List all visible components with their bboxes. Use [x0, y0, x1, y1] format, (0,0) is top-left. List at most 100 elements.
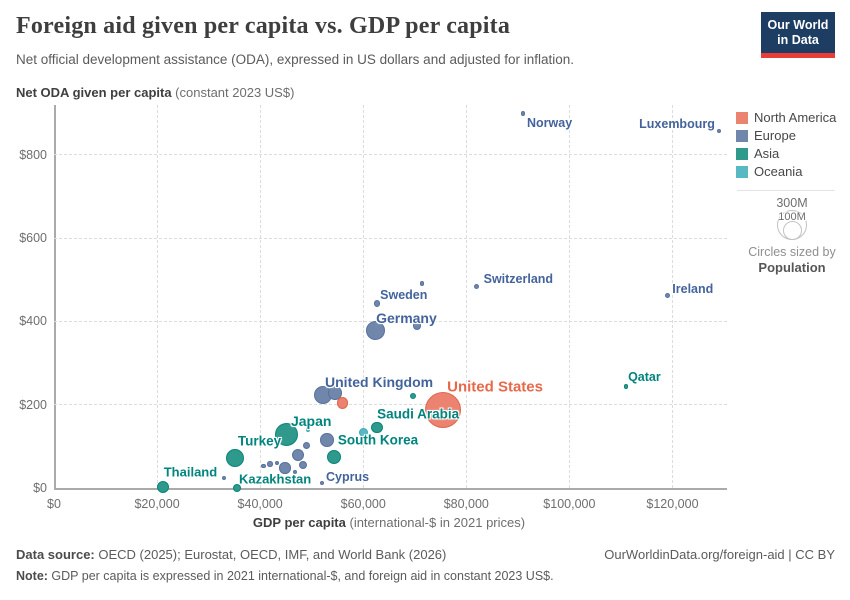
- x-tick-label: $60,000: [340, 497, 386, 511]
- data-point-germany[interactable]: [365, 320, 385, 340]
- data-point-united-states[interactable]: [424, 391, 462, 429]
- x-gridline: [362, 105, 364, 488]
- y-tick-label: $800: [19, 147, 47, 162]
- legend-label: Europe: [754, 128, 796, 143]
- country-label-switzerland[interactable]: Switzerland: [483, 271, 554, 286]
- y-gridline: [54, 404, 727, 406]
- x-gridline: [259, 105, 261, 488]
- y-axis-line: [54, 105, 56, 488]
- data-point-ireland[interactable]: [664, 293, 670, 299]
- size-legend-inner-circle: [782, 221, 802, 240]
- data-point[interactable]: [412, 321, 422, 330]
- owid-logo[interactable]: Our World in Data: [761, 12, 835, 58]
- country-label-ireland[interactable]: Ireland: [672, 281, 714, 296]
- footer-source-text: OECD (2025); Eurostat, OECD, IMF, and Wo…: [94, 547, 447, 562]
- size-legend-caption: Circles sized by: [748, 245, 836, 259]
- data-point-norway[interactable]: [520, 110, 526, 116]
- country-label-norway[interactable]: Norway: [527, 116, 573, 131]
- chart-subtitle: Net official development assistance (ODA…: [16, 52, 575, 67]
- data-point-luxembourg[interactable]: [716, 128, 721, 133]
- x-tick-label: $0: [47, 497, 61, 511]
- data-point[interactable]: [261, 463, 267, 469]
- country-label-kazakhstan[interactable]: Kazakhstan: [238, 471, 312, 487]
- data-point-turkey[interactable]: [225, 449, 244, 468]
- legend-divider: [737, 190, 835, 191]
- legend-item-oceania[interactable]: Oceania: [736, 164, 802, 179]
- data-point[interactable]: [298, 461, 307, 470]
- data-point-qatar[interactable]: [623, 384, 629, 389]
- legend-item-asia[interactable]: Asia: [736, 146, 779, 161]
- page-title: Foreign aid given per capita vs. GDP per…: [16, 13, 511, 39]
- y-gridline: [54, 320, 727, 322]
- legend-item-north-america[interactable]: North America: [736, 110, 836, 125]
- country-label-thailand[interactable]: Thailand: [163, 464, 218, 480]
- data-point[interactable]: [320, 433, 334, 447]
- x-tick-label: $40,000: [237, 497, 283, 511]
- footer-note-text: GDP per capita is expressed in 2021 inte…: [47, 569, 554, 583]
- data-point[interactable]: [328, 386, 342, 400]
- asia-swatch: [736, 147, 748, 160]
- y-axis-title-unit: (constant 2023 US$): [171, 85, 295, 100]
- data-point[interactable]: [419, 281, 425, 286]
- country-label-germany[interactable]: Germany: [376, 310, 437, 327]
- country-label-sweden[interactable]: Sweden: [380, 287, 428, 302]
- data-point[interactable]: [336, 397, 349, 409]
- data-point[interactable]: [410, 393, 417, 400]
- country-label-turkey[interactable]: Turkey: [237, 433, 282, 449]
- legend-item-europe[interactable]: Europe: [736, 128, 796, 143]
- country-label-luxembourg[interactable]: Luxembourg: [639, 116, 715, 131]
- footer-link[interactable]: OurWorldinData.org/foreign-aid | CC BY: [604, 547, 835, 562]
- footer-note-label: Note:: [16, 569, 48, 583]
- x-tick-label: $100,000: [543, 497, 596, 511]
- data-point-south-korea[interactable]: [326, 449, 342, 465]
- data-point[interactable]: [291, 449, 304, 462]
- country-label-qatar[interactable]: Qatar: [628, 370, 661, 385]
- oceania-swatch: [736, 165, 748, 178]
- y-tick-label: $200: [19, 397, 47, 412]
- data-point[interactable]: [222, 476, 227, 480]
- x-gridline: [568, 105, 570, 488]
- data-point-kazakhstan[interactable]: [232, 484, 241, 492]
- data-point[interactable]: [267, 461, 273, 467]
- europe-swatch: [736, 129, 748, 142]
- data-point-thailand[interactable]: [156, 481, 169, 494]
- x-axis-title: GDP per capita (international-$ in 2021 …: [253, 515, 525, 530]
- x-gridline: [156, 105, 158, 488]
- country-label-south-korea[interactable]: South Korea: [337, 432, 419, 448]
- x-gridline: [465, 105, 467, 488]
- size-legend-inner-label: 100M: [778, 211, 806, 223]
- x-axis-title-unit: (international-$ in 2021 prices): [345, 515, 526, 530]
- data-point-cyprus[interactable]: [320, 481, 324, 485]
- footer-source-label: Data source:: [16, 547, 95, 562]
- x-axis-title-main: GDP per capita: [252, 515, 346, 530]
- data-point[interactable]: [279, 462, 291, 474]
- footer-source: Data source: OECD (2025); Eurostat, OECD…: [16, 547, 446, 562]
- owid-logo-line2: in Data: [777, 33, 819, 47]
- data-point-saudi-arabia[interactable]: [371, 421, 383, 433]
- x-tick-label: $120,000: [646, 497, 699, 511]
- data-point[interactable]: [305, 427, 311, 432]
- y-gridline: [54, 237, 727, 239]
- data-point[interactable]: [302, 442, 310, 450]
- y-axis-title: Net ODA given per capita (constant 2023 …: [16, 85, 294, 100]
- data-point[interactable]: [275, 461, 280, 466]
- x-axis-line: [54, 488, 727, 490]
- footer-note: Note: GDP per capita is expressed in 202…: [16, 569, 554, 583]
- country-label-japan[interactable]: Japan: [290, 413, 332, 430]
- owid-logo-line1: Our World: [767, 18, 829, 32]
- data-point[interactable]: [358, 427, 368, 437]
- country-label-united-kingdom[interactable]: United Kingdom: [325, 374, 434, 391]
- country-label-cyprus[interactable]: Cyprus: [326, 470, 370, 484]
- legend-label: Oceania: [754, 164, 803, 179]
- size-legend-outer-label: 300M: [776, 196, 808, 210]
- data-point-switzerland[interactable]: [474, 283, 480, 290]
- legend-label: Asia: [754, 146, 780, 161]
- north-america-swatch: [736, 111, 748, 124]
- country-label-saudi-arabia[interactable]: Saudi Arabia: [377, 406, 460, 422]
- legend-label: North America: [754, 110, 837, 125]
- data-point-japan[interactable]: [275, 422, 299, 446]
- country-label-united-states[interactable]: United States: [447, 378, 543, 396]
- data-point-sweden[interactable]: [373, 300, 381, 307]
